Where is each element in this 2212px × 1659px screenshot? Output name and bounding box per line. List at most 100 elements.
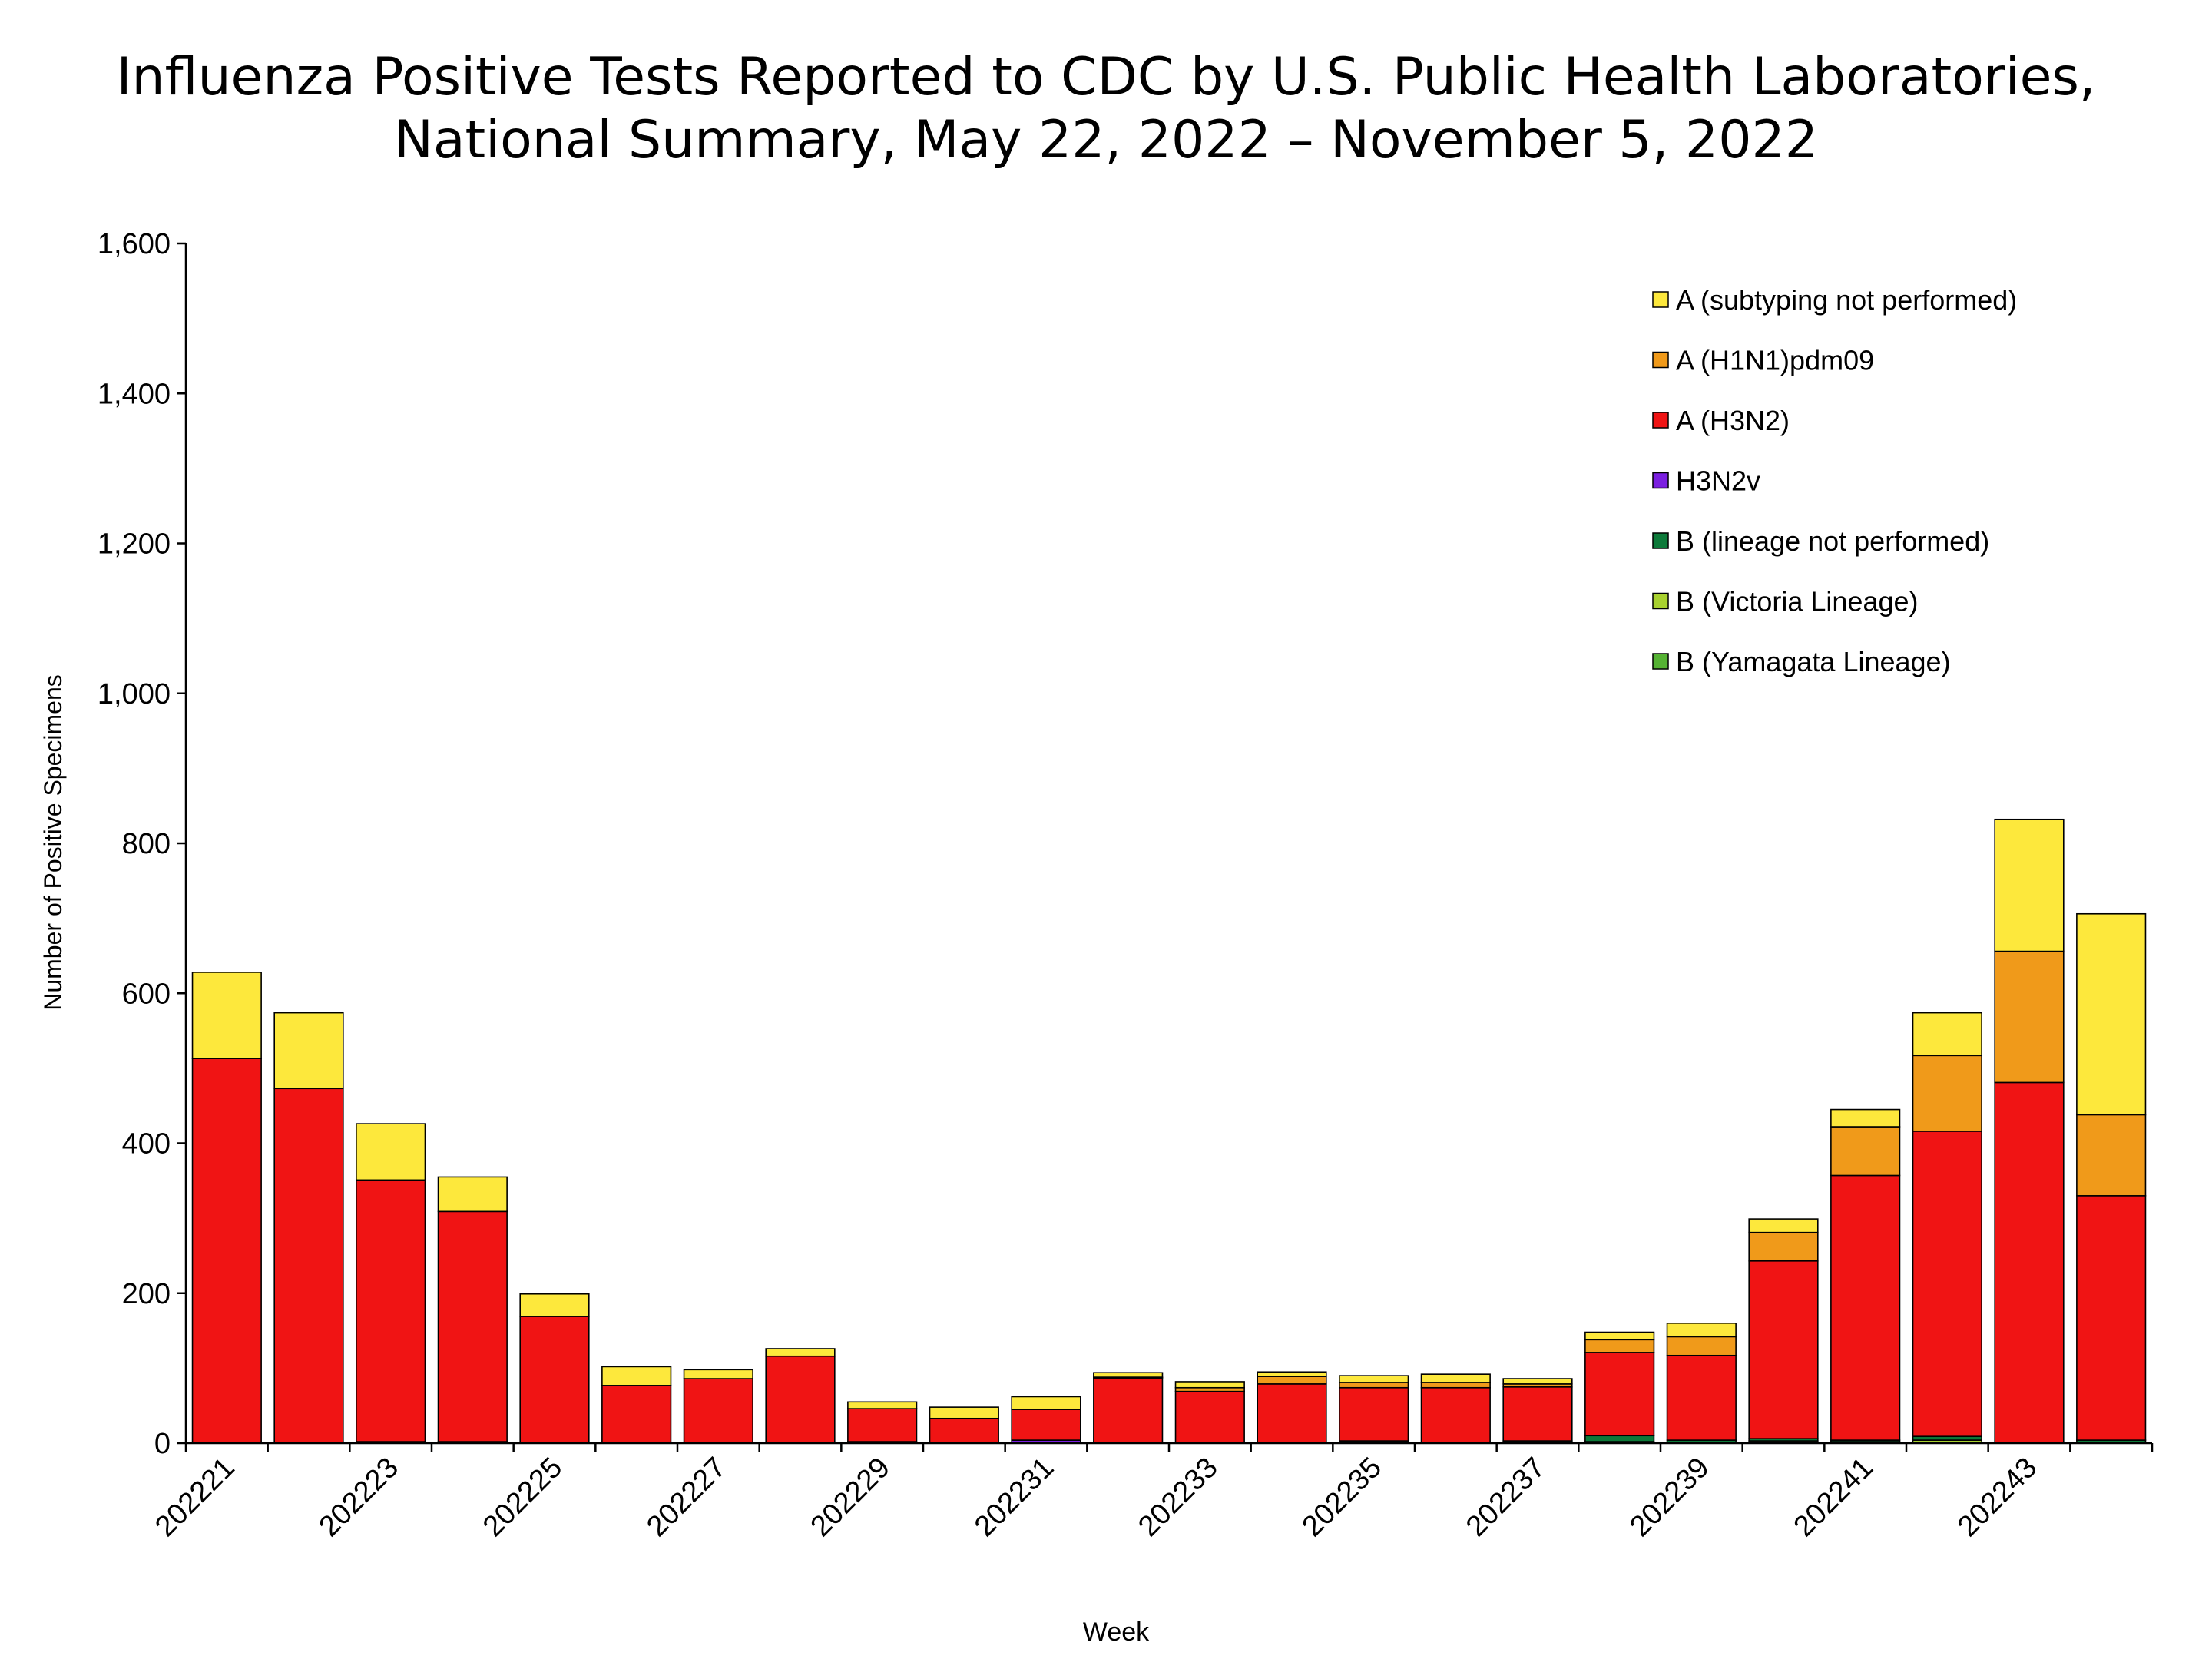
- bar-segment: [519, 1316, 590, 1443]
- bar-segment: [1912, 1131, 1982, 1438]
- legend-swatch: [1652, 351, 1669, 369]
- bar-segment: [1748, 1260, 1819, 1439]
- bar-segment: [1257, 1371, 1327, 1377]
- bar-segment: [273, 1088, 344, 1443]
- bar-segment: [273, 1012, 344, 1090]
- bar-segment: [1011, 1396, 1081, 1410]
- bar-segment: [1339, 1382, 1409, 1389]
- bar-segment: [1339, 1375, 1409, 1383]
- bar-segment: [929, 1406, 999, 1419]
- bar-segment: [191, 1058, 262, 1443]
- bar-segment: [1174, 1381, 1245, 1389]
- bar-segment: [2076, 912, 2147, 1116]
- bar-segment: [1420, 1373, 1491, 1383]
- x-tick-label: 202241: [1788, 1452, 1879, 1543]
- bar-segment: [1584, 1339, 1655, 1353]
- x-tick-label: 202233: [1132, 1452, 1224, 1543]
- legend-label: A (H1N1)pdm09: [1676, 345, 1874, 376]
- x-tick-label: 202221: [149, 1452, 240, 1543]
- bar-segment: [1912, 1055, 1982, 1132]
- y-axis-title: Number of Positive Specimens: [39, 674, 67, 1011]
- bar-segment: [1584, 1435, 1655, 1442]
- bar-segment: [1830, 1108, 1901, 1128]
- legend-swatch: [1652, 472, 1669, 489]
- bar-segment: [1502, 1386, 1573, 1442]
- bar-segment: [765, 1348, 836, 1357]
- bar-segment: [356, 1123, 426, 1181]
- bar-segment: [847, 1408, 918, 1442]
- x-tick-label: 202237: [1460, 1452, 1551, 1543]
- bar-segment: [1666, 1336, 1737, 1356]
- bar-segment: [1912, 1012, 1982, 1057]
- chart-title-line-2: National Summary, May 22, 2022 – Novembe…: [394, 110, 1818, 171]
- y-tick-label: 800: [122, 828, 171, 860]
- bar-segment: [1420, 1382, 1491, 1389]
- x-tick-label: 202235: [1296, 1452, 1388, 1543]
- chart-title: Influenza Positive Tests Reported to CDC…: [0, 46, 2212, 172]
- legend-label: B (Victoria Lineage): [1676, 586, 1919, 618]
- bar-segment: [1666, 1354, 1737, 1441]
- bar-segment: [1093, 1377, 1164, 1443]
- bar-segment: [1584, 1352, 1655, 1437]
- legend-swatch: [1652, 592, 1669, 610]
- bar-segment: [1420, 1386, 1491, 1443]
- bar-segment: [1584, 1331, 1655, 1341]
- y-tick-label: 600: [122, 978, 171, 1010]
- bar-segment: [437, 1210, 508, 1442]
- bar-segment: [1994, 818, 2065, 952]
- y-tick-label: 1,600: [98, 228, 171, 260]
- legend-swatch: [1652, 532, 1669, 549]
- legend-swatch: [1652, 653, 1669, 670]
- legend-label: B (lineage not performed): [1676, 525, 1989, 557]
- bar-segment: [437, 1176, 508, 1213]
- bar-segment: [683, 1369, 753, 1379]
- bar-segment: [1994, 950, 2065, 1084]
- bar-segment: [1502, 1378, 1573, 1385]
- y-tick-label: 1,000: [98, 678, 171, 710]
- bar-segment: [519, 1293, 590, 1317]
- legend-label: A (subtyping not performed): [1676, 284, 2017, 316]
- bar-segment: [765, 1355, 836, 1443]
- x-tick-label: 202225: [477, 1452, 568, 1543]
- legend-label: A (H3N2): [1676, 405, 1790, 436]
- bar-segment: [1011, 1409, 1081, 1441]
- x-tick-label: 202229: [805, 1452, 896, 1543]
- bar-segment: [1174, 1390, 1245, 1443]
- bar-segment: [1748, 1218, 1819, 1233]
- legend-swatch: [1652, 291, 1669, 308]
- x-tick-label: 202239: [1624, 1452, 1715, 1543]
- y-tick-label: 1,400: [98, 378, 171, 410]
- plot-area: 0 200 400 600 800 1,000 1,200 1,400 1,600 202221 2…: [98, 228, 2154, 1543]
- legend-label: B (Yamagata Lineage): [1676, 646, 1951, 677]
- bar-segment: [1830, 1174, 1901, 1441]
- bar-segment: [1994, 1081, 2065, 1443]
- y-tick-label: 400: [122, 1128, 171, 1161]
- legend: A (subtyping not performed) A (H1N1)pdm09…: [1652, 284, 2017, 677]
- bar-segment: [1257, 1376, 1327, 1385]
- y-tick-label: 200: [122, 1278, 171, 1310]
- bar-segment: [356, 1179, 426, 1442]
- y-tick-label: 0: [154, 1428, 171, 1460]
- bar-segment: [191, 972, 262, 1059]
- x-tick-label: 202227: [641, 1452, 732, 1543]
- bar-segment: [1093, 1372, 1164, 1378]
- bar-segment: [929, 1417, 999, 1443]
- bar-segment: [1830, 1126, 1901, 1177]
- legend-label: H3N2v: [1676, 465, 1760, 497]
- bar-segment: [2076, 1114, 2147, 1197]
- bar-segment: [1257, 1383, 1327, 1443]
- bar-segment: [1666, 1323, 1737, 1338]
- bar-segment: [601, 1366, 672, 1386]
- bar-segment: [1339, 1386, 1409, 1442]
- bar-segment: [2076, 1195, 2147, 1441]
- x-tick-label: 202231: [969, 1452, 1060, 1543]
- bar-segment: [847, 1401, 918, 1409]
- x-axis-title: Week: [1083, 1618, 1150, 1647]
- bar-segment: [1748, 1231, 1819, 1262]
- bar-segment: [601, 1385, 672, 1443]
- chart-title-line-1: Influenza Positive Tests Reported to CDC…: [116, 47, 2096, 108]
- legend-swatch: [1652, 412, 1669, 429]
- bar-segment: [683, 1378, 753, 1444]
- y-tick-label: 1,200: [98, 528, 171, 561]
